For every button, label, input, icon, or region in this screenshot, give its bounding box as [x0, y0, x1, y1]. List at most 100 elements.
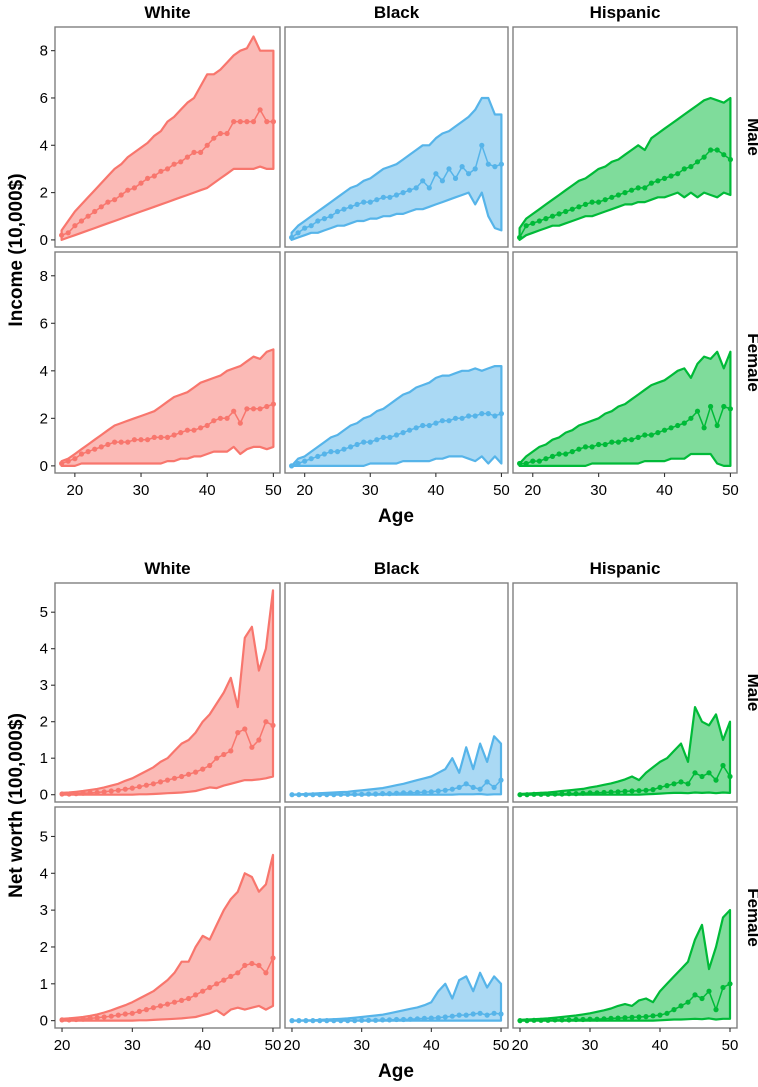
- median-point: [559, 791, 565, 797]
- median-point: [125, 439, 131, 445]
- median-point: [366, 1017, 372, 1023]
- median-point: [87, 790, 93, 796]
- median-point: [380, 1017, 386, 1023]
- median-point: [449, 1013, 455, 1019]
- median-point: [171, 775, 178, 781]
- median-point: [131, 185, 137, 191]
- median-point: [179, 773, 185, 780]
- median-point: [713, 777, 719, 783]
- median-point: [543, 216, 549, 222]
- ribbon-band: [60, 589, 275, 796]
- median-point: [492, 413, 498, 419]
- median-point: [393, 432, 400, 438]
- median-point: [108, 788, 114, 794]
- median-point: [204, 142, 210, 148]
- panel-white-female: [54, 806, 281, 1029]
- strip-label-male: Male: [744, 118, 758, 156]
- median-point: [699, 995, 705, 1002]
- median-point: [543, 456, 549, 462]
- median-point: [714, 422, 720, 429]
- median-point: [207, 984, 213, 991]
- median-point: [587, 1016, 593, 1022]
- median-point: [446, 418, 452, 424]
- median-point: [664, 783, 670, 789]
- median-point: [609, 194, 615, 200]
- median-point: [118, 192, 124, 198]
- panel-hispanic-male: [512, 26, 738, 248]
- strip-label-white: White: [144, 559, 190, 578]
- median-point: [157, 779, 164, 785]
- median-point: [675, 422, 681, 429]
- median-point: [563, 451, 569, 457]
- median-point: [249, 960, 255, 967]
- median-point: [580, 790, 586, 796]
- median-point: [636, 788, 642, 794]
- median-point: [559, 1017, 565, 1023]
- median-point: [256, 737, 262, 743]
- median-point: [414, 789, 420, 796]
- median-point: [635, 434, 641, 440]
- median-point: [66, 1017, 72, 1023]
- median-point: [198, 149, 204, 155]
- x-tick-label: 40: [652, 1037, 669, 1054]
- median-point: [594, 1016, 600, 1022]
- median-point: [629, 187, 635, 193]
- median-point: [407, 187, 413, 193]
- median-point: [237, 119, 243, 125]
- median-point: [178, 159, 184, 165]
- x-tick-label: 40: [428, 482, 445, 499]
- median-point: [414, 1016, 420, 1022]
- median-point: [664, 1010, 670, 1016]
- median-point: [556, 211, 562, 217]
- median-point: [531, 791, 537, 797]
- ribbon-band: [60, 853, 275, 1022]
- median-point: [65, 230, 71, 236]
- median-point: [463, 781, 469, 787]
- median-point: [211, 418, 217, 424]
- median-point: [380, 194, 386, 200]
- median-point: [92, 446, 98, 452]
- median-point: [352, 791, 358, 797]
- chart-2: White Black HispanicMaleFemale012345012345…: [6, 559, 758, 1082]
- median-point: [112, 197, 118, 203]
- median-point: [470, 1011, 476, 1017]
- median-point: [66, 791, 72, 797]
- median-point: [642, 185, 648, 191]
- median-point: [361, 439, 367, 445]
- median-point: [720, 762, 726, 769]
- x-axis-title: Age: [378, 1061, 414, 1082]
- y-tick-label: 0: [40, 232, 48, 249]
- median-point: [721, 152, 727, 158]
- median-point: [263, 970, 269, 976]
- y-tick-label: 0: [40, 458, 48, 475]
- panel-white-male: [54, 582, 281, 803]
- median-point: [387, 194, 393, 200]
- median-point: [407, 1016, 413, 1022]
- median-point: [85, 449, 91, 455]
- median-point: [145, 175, 151, 181]
- median-point: [264, 403, 270, 410]
- median-point: [317, 1018, 323, 1024]
- median-point: [692, 992, 698, 998]
- median-point: [345, 1018, 351, 1024]
- x-tick-label: 20: [524, 482, 541, 499]
- median-point: [484, 779, 490, 785]
- median-point: [531, 1017, 537, 1023]
- median-point: [334, 449, 341, 455]
- median-point: [721, 403, 727, 410]
- median-point: [580, 1016, 586, 1023]
- y-tick-label: 4: [40, 363, 48, 380]
- median-point: [164, 777, 171, 783]
- median-point: [545, 791, 551, 797]
- median-point: [186, 995, 192, 1002]
- median-point: [657, 784, 663, 791]
- median-point: [244, 119, 250, 125]
- median-point: [435, 1015, 441, 1021]
- median-point: [289, 463, 295, 469]
- median-point: [138, 437, 144, 443]
- median-point: [244, 406, 250, 412]
- median-point: [214, 755, 220, 761]
- median-point: [331, 792, 337, 798]
- median-point: [310, 1018, 316, 1024]
